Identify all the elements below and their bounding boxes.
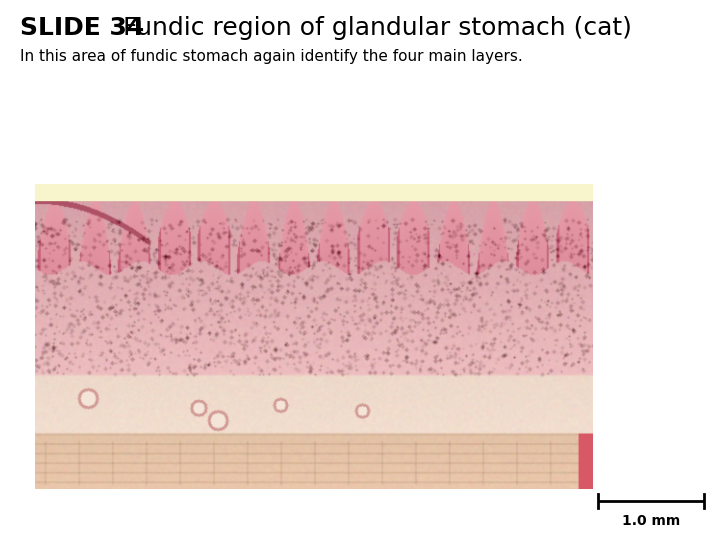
Text: 1.0 mm: 1.0 mm (622, 514, 680, 528)
Text: In this area of fundic stomach again identify the four main layers.: In this area of fundic stomach again ide… (20, 49, 523, 64)
Text: Fundic region of glandular stomach (cat): Fundic region of glandular stomach (cat) (107, 16, 631, 40)
Text: SLIDE 34: SLIDE 34 (20, 16, 145, 40)
